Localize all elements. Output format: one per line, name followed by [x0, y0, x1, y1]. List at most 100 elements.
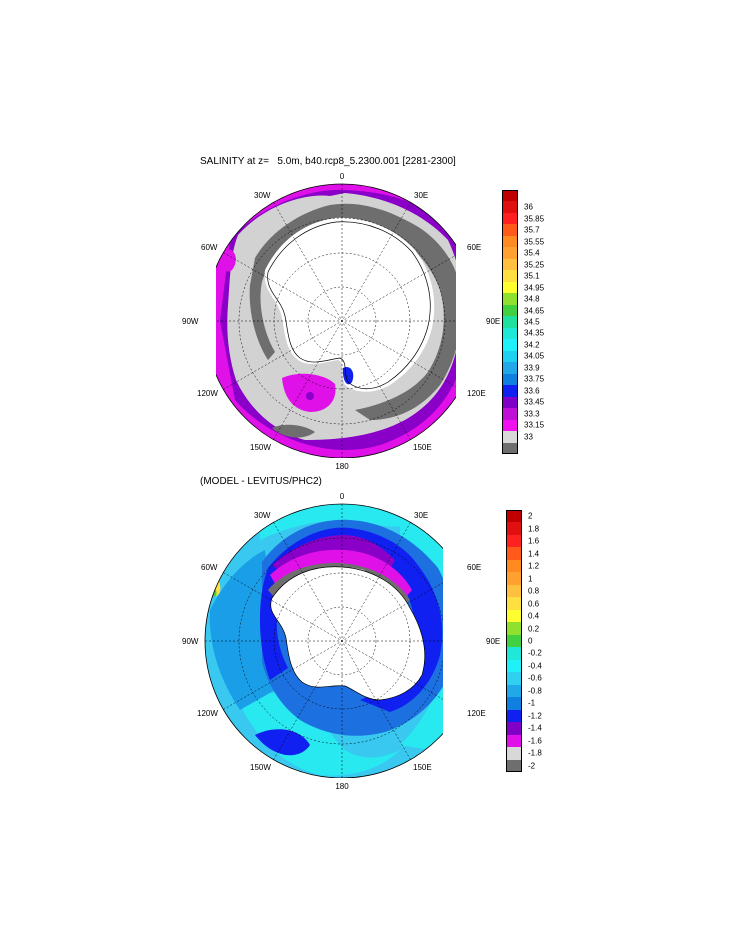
panel2-mid-blue-southwest [255, 729, 310, 756]
panel1-colorbar-swatch [502, 373, 518, 386]
panel2-colorbar-swatch [506, 522, 522, 536]
panel2-lon-60e: 60E [467, 563, 482, 572]
panel2-colorbar-label: 1.8 [528, 524, 540, 534]
panel1-colorbar-label: 34.95 [524, 283, 545, 293]
panel1-colorbar-label: 35.25 [524, 260, 545, 270]
panel1-colorbar-label: 34.2 [524, 340, 540, 350]
panel2-colorbar-label: -0.6 [528, 673, 542, 683]
panel1-colorbar-swatch [502, 385, 518, 398]
panel1-lon-150w: 150W [250, 443, 271, 452]
panel2-lon-90w: 90W [182, 637, 199, 646]
panel2-colorbar-label: -1.4 [528, 723, 542, 733]
panel1-colorbar-swatch [502, 258, 518, 271]
panel1-lon-90w: 90W [182, 317, 199, 326]
panel1-colorbar-label: 34.65 [524, 306, 545, 316]
panel1-colorbar-swatch [502, 408, 518, 421]
panel1-colorbar-swatch [502, 419, 518, 432]
panel1-colorbar-swatch [502, 224, 518, 237]
panel2-lon-30e: 30E [414, 511, 429, 520]
panel2-colorbar-swatch [506, 747, 522, 761]
panel1-colorbar-label: 35.1 [524, 271, 540, 281]
panel2-colorbar-label: 1.4 [528, 549, 540, 559]
panel1-magenta-patch-southwest [272, 424, 315, 438]
panel2-colorbar: 2 1.8 1.6 1.4 1.2 1 0.8 0.6 0.4 0.2 0 -0.2 -0.4 -0.6 -… [506, 510, 586, 773]
panel1-title: SALINITY at z= 5.0m, b40.rcp8_5.2300.001… [200, 156, 456, 167]
panel2-colorbar-swatch [506, 597, 522, 611]
panel2-colorbar-swatch [506, 684, 522, 698]
panel1-colorbar-label: 33.15 [524, 420, 545, 430]
panel2-colorbar-label: -1.2 [528, 711, 542, 721]
panel2-lon-150e: 150E [413, 763, 432, 772]
panel2-colorbar-swatch [506, 647, 522, 661]
panel2-colorbar-label: -1.8 [528, 748, 542, 758]
panel2-colorbar-label: 0 [528, 636, 533, 646]
panel2-lon-0: 0 [339, 492, 345, 501]
panel1-colorbar-swatch [502, 442, 518, 455]
panel1-colorbar-swatch [502, 201, 518, 214]
panel2-colorbar-label: -2 [528, 761, 536, 771]
panel2-colorbar-label: 0.4 [528, 611, 540, 621]
panel2-title: (MODEL - LEVITUS/PHC2) [200, 476, 322, 487]
panel1-magenta-patch-west [221, 249, 236, 272]
panel2-colorbar-label: 1 [528, 574, 533, 584]
panel1-colorbar-swatch [502, 212, 518, 225]
panel2-colorbar-swatch [506, 634, 522, 648]
panel1-lon-30e: 30E [414, 191, 429, 200]
panel1-colorbar-swatch [502, 270, 518, 283]
panel2-colorbar-label: 0.8 [528, 586, 540, 596]
panel2-colorbar-label: -0.8 [528, 686, 542, 696]
panel1-colorbar-swatch [502, 339, 518, 352]
panel2-colorbar-swatch [506, 759, 522, 773]
panel2-colorbar-swatch [506, 709, 522, 723]
panel1-lon-60e: 60E [467, 243, 482, 252]
panel2-colorbar-swatch [506, 534, 522, 548]
panel1-colorbar-label: 33.6 [524, 386, 540, 396]
panel1-colorbar-label: 33.45 [524, 397, 545, 407]
panel1-lon-120e: 120E [467, 389, 486, 398]
panel1-lon-60w: 60W [201, 243, 218, 252]
panel1-colorbar-label: 33.75 [524, 374, 545, 384]
panel1-colorbar-label: 34.35 [524, 328, 545, 338]
panel1-lon-120w: 120W [197, 389, 218, 398]
panel2-colorbar-label: 1.6 [528, 536, 540, 546]
panel2-colorbar-swatch [506, 659, 522, 673]
panel2-colorbar-label: 1.2 [528, 561, 540, 571]
panel1-colorbar-swatch [502, 362, 518, 375]
panel1-colorbar-label: 35.7 [524, 225, 540, 235]
panel2-colorbar-swatch [506, 559, 522, 573]
panel1-colorbar-label: 35.85 [524, 214, 545, 224]
panel1-colorbar-label: 36 [524, 202, 533, 212]
panel2-colorbar-label: -1 [528, 698, 536, 708]
panel1-graticule [216, 184, 456, 458]
panel1-colorbar-swatch [502, 281, 518, 294]
panel2-colorbar-swatch [506, 572, 522, 586]
panel1-colorbar-label: 34.8 [524, 294, 540, 304]
panel2-map-border [204, 503, 443, 778]
panel2-mid-blue-west [209, 550, 275, 710]
panel1-map-border [216, 183, 456, 458]
panel2-graticule [205, 504, 443, 778]
panel2-lon-30w: 30W [254, 511, 271, 520]
panel2-coastline [270, 566, 426, 701]
panel1-lon-0: 0 [339, 172, 345, 181]
panel1-purple-dot [306, 392, 314, 400]
panel1-colorbar-swatch [502, 293, 518, 306]
panel2-colorbar-swatch [506, 622, 522, 636]
panel2-colorbar-swatch [506, 609, 522, 623]
panel2-colorbar-swatch [506, 697, 522, 711]
panel1-colorbar-swatch [502, 327, 518, 340]
panel1-polar-map [216, 183, 456, 458]
panel1-lon-150e: 150E [413, 443, 432, 452]
panel1-lon-30w: 30W [254, 191, 271, 200]
panel1-lon-90e: 90E [486, 317, 501, 326]
panel2-cyan-zone-north [260, 504, 410, 540]
panel2-colorbar-swatch [506, 722, 522, 736]
panel1-colorbar-label: 34.5 [524, 317, 540, 327]
panel1-colorbar-swatch [502, 247, 518, 260]
panel2-magenta-band [270, 549, 412, 598]
panel2-colorbar-label: -0.4 [528, 661, 542, 671]
panel2-colorbar-swatch [506, 734, 522, 748]
panel1-colorbar-label: 35.55 [524, 237, 545, 247]
panel1-colorbar-swatch [502, 235, 518, 248]
panel2-colorbar-label: 0.2 [528, 624, 540, 634]
